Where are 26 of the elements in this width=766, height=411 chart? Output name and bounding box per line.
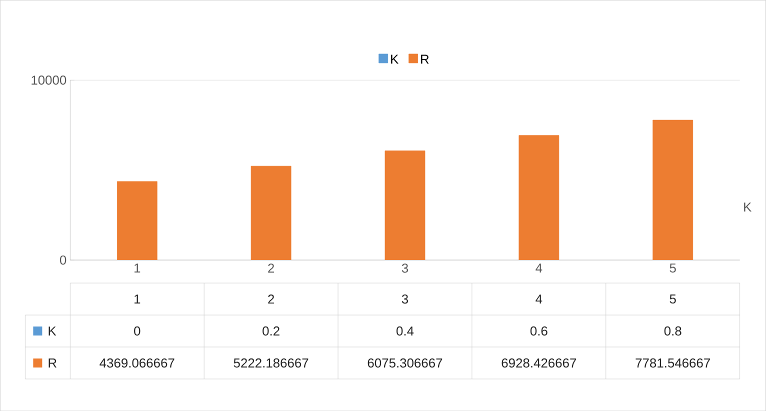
y-tick-label: 10000 xyxy=(32,75,66,85)
data-label: 0.6 xyxy=(530,326,548,336)
data-label: 6075.306667 xyxy=(368,358,442,368)
category-label: 4 xyxy=(536,294,542,304)
data-label: 4369.066667 xyxy=(100,358,174,368)
text: R xyxy=(48,358,56,368)
data-label: 5222.186667 xyxy=(234,358,308,368)
data-label: 0.4 xyxy=(396,326,414,336)
data-label: 0 xyxy=(134,326,140,336)
data-label: 0.8 xyxy=(664,326,682,336)
text: K xyxy=(48,326,56,336)
x-tick-label: 3 xyxy=(402,263,408,273)
category-label: 1 xyxy=(134,294,140,304)
data-label: 7781.546667 xyxy=(636,358,710,368)
x-tick-label: 5 xyxy=(670,263,676,273)
x-tick-label: 1 xyxy=(134,263,140,272)
category-label: 2 xyxy=(268,294,274,304)
legend-label: R xyxy=(421,54,429,64)
x-tick-label: 4 xyxy=(536,263,542,272)
legend-label: K xyxy=(391,54,399,64)
category-label: 5 xyxy=(670,294,676,304)
data-label: 6928.426667 xyxy=(502,358,576,368)
data-label: 0.2 xyxy=(262,326,280,336)
x-tick-label: 2 xyxy=(268,263,274,273)
category-label: 3 xyxy=(402,294,408,304)
text: K xyxy=(744,202,752,212)
